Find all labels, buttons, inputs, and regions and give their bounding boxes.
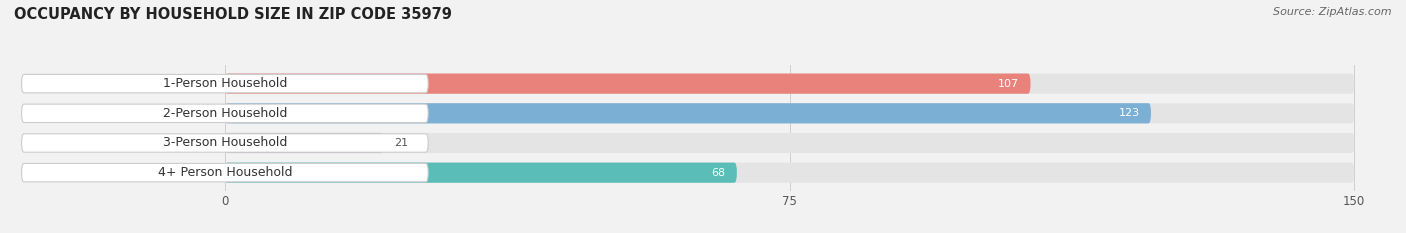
FancyBboxPatch shape xyxy=(225,163,737,183)
Text: 123: 123 xyxy=(1119,108,1140,118)
Text: Source: ZipAtlas.com: Source: ZipAtlas.com xyxy=(1274,7,1392,17)
Text: 4+ Person Household: 4+ Person Household xyxy=(157,166,292,179)
Text: 68: 68 xyxy=(711,168,725,178)
FancyBboxPatch shape xyxy=(21,74,429,93)
FancyBboxPatch shape xyxy=(225,103,1354,123)
FancyBboxPatch shape xyxy=(225,74,1354,94)
FancyBboxPatch shape xyxy=(225,163,1354,183)
Text: 1-Person Household: 1-Person Household xyxy=(163,77,287,90)
FancyBboxPatch shape xyxy=(21,164,429,182)
FancyBboxPatch shape xyxy=(225,133,382,153)
Text: 107: 107 xyxy=(998,79,1019,89)
Text: 21: 21 xyxy=(394,138,408,148)
FancyBboxPatch shape xyxy=(21,134,429,152)
FancyBboxPatch shape xyxy=(225,103,1152,123)
Text: OCCUPANCY BY HOUSEHOLD SIZE IN ZIP CODE 35979: OCCUPANCY BY HOUSEHOLD SIZE IN ZIP CODE … xyxy=(14,7,451,22)
FancyBboxPatch shape xyxy=(225,133,1354,153)
Text: 3-Person Household: 3-Person Household xyxy=(163,137,287,150)
Text: 2-Person Household: 2-Person Household xyxy=(163,107,287,120)
FancyBboxPatch shape xyxy=(21,104,429,123)
FancyBboxPatch shape xyxy=(225,74,1031,94)
